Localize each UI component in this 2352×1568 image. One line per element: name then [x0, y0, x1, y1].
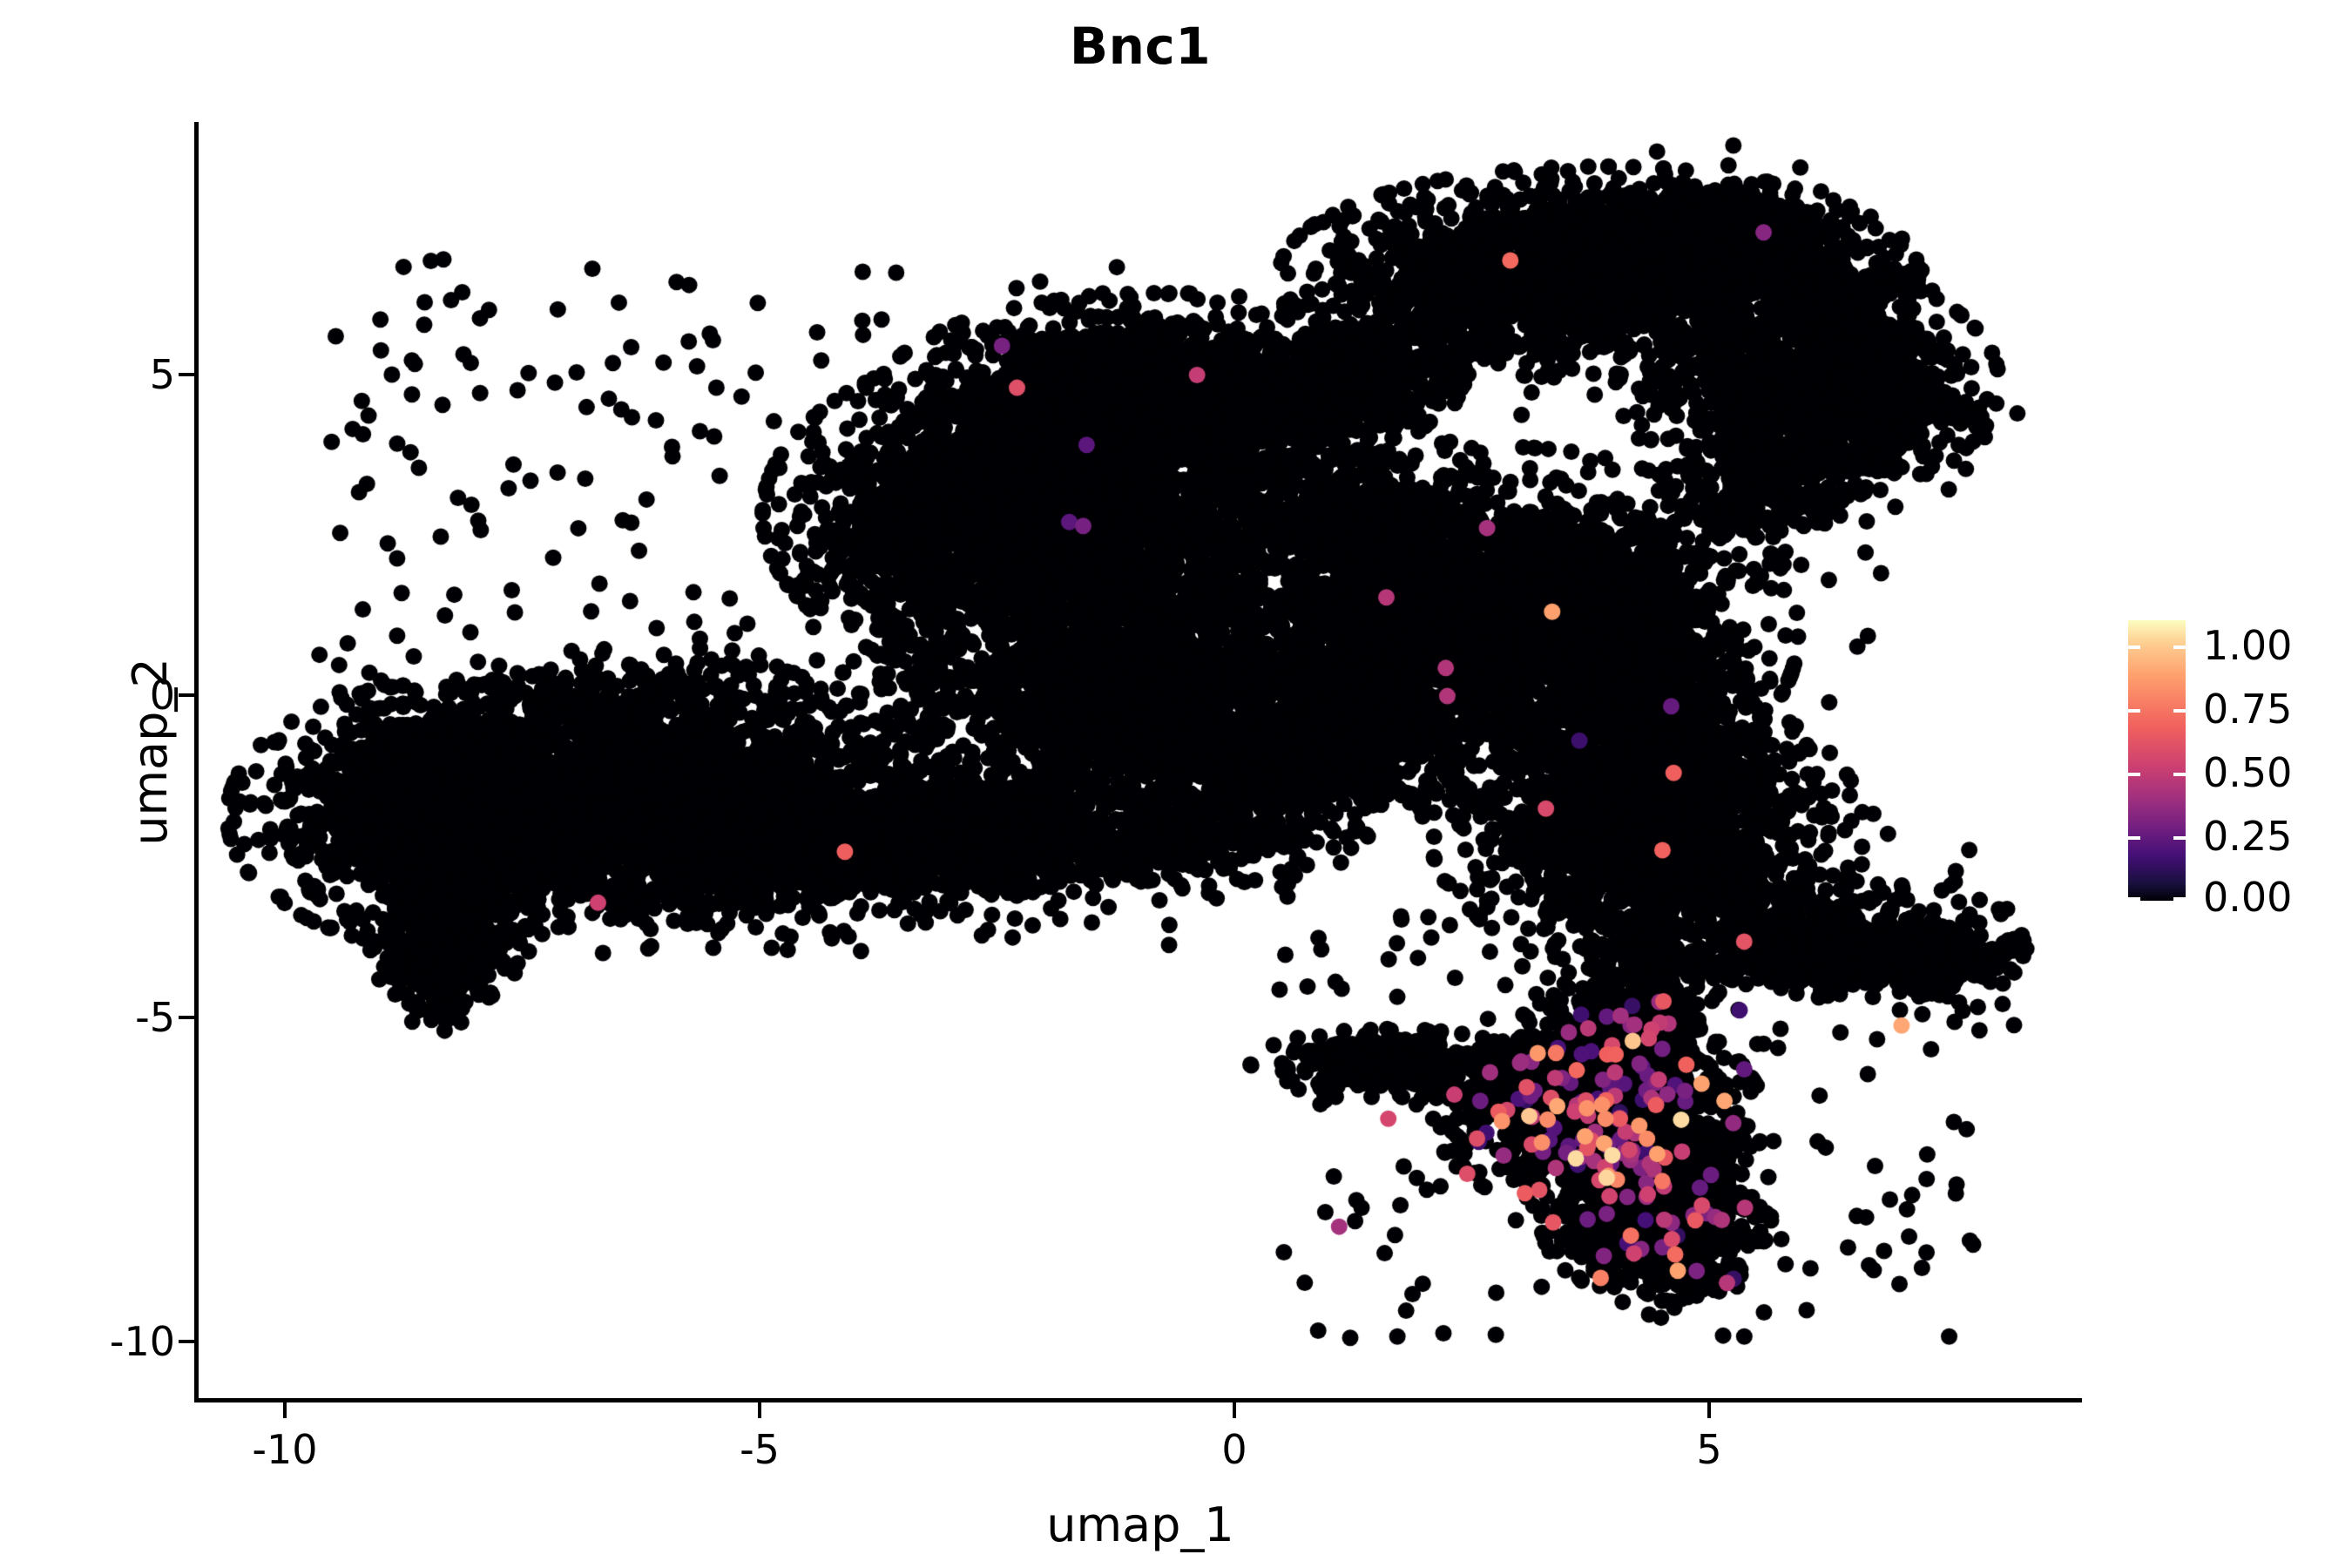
colorbar-tick-label: 1.00	[2203, 622, 2293, 669]
x-tick-label: 0	[1221, 1426, 1247, 1473]
colorbar-tick-mark	[2173, 645, 2186, 649]
y-tick-mark	[179, 1340, 194, 1343]
colorbar-tick-label: 0.25	[2203, 813, 2293, 860]
x-tick-label: -5	[740, 1426, 780, 1473]
x-axis-spine	[194, 1398, 2082, 1402]
y-tick-mark	[179, 1016, 194, 1019]
colorbar-tick-mark	[2173, 836, 2186, 840]
colorbar-gradient	[2128, 620, 2186, 901]
y-axis-label: umap_2	[123, 658, 178, 846]
x-axis-label: umap_1	[1046, 1497, 1234, 1552]
x-tick-mark	[1707, 1402, 1711, 1418]
colorbar-tick-label: 0.75	[2203, 686, 2293, 733]
y-tick-mark	[179, 373, 194, 376]
y-tick-label: 0	[149, 672, 175, 719]
x-tick-label: 5	[1696, 1426, 1722, 1473]
colorbar-tick-mark	[2128, 897, 2140, 901]
colorbar-tick-mark	[2128, 709, 2140, 713]
scatter-plot-axes: -10 -5 0 5 5 0 -5 -10 umap_1 umap_2	[110, 122, 2082, 1552]
y-axis-spine	[194, 122, 199, 1398]
y-tick-label: -5	[135, 994, 175, 1041]
colorbar-tick-mark	[2128, 773, 2140, 776]
colorbar-tick-mark	[2128, 645, 2140, 649]
y-tick-mark	[179, 693, 194, 697]
colorbar-tick-mark	[2173, 773, 2186, 776]
y-tick-label: 5	[149, 351, 175, 398]
x-tick-label: -10	[252, 1426, 318, 1473]
page-title: Bnc1	[1069, 17, 1212, 76]
x-tick-mark	[283, 1402, 287, 1418]
x-tick-mark	[758, 1402, 761, 1418]
colorbar-tick-mark	[2173, 897, 2186, 901]
scatter-points-layer	[199, 122, 2082, 1398]
y-tick-label: -10	[109, 1318, 175, 1365]
x-tick-mark	[1233, 1402, 1236, 1418]
colorbar-tick-mark	[2173, 709, 2186, 713]
colorbar-tick-label: 0.50	[2203, 749, 2293, 796]
colorbar-legend: 1.00 0.75 0.50 0.25 0.00	[2128, 620, 2328, 921]
colorbar-tick-mark	[2128, 836, 2140, 840]
colorbar-tick-label: 0.00	[2203, 874, 2293, 921]
